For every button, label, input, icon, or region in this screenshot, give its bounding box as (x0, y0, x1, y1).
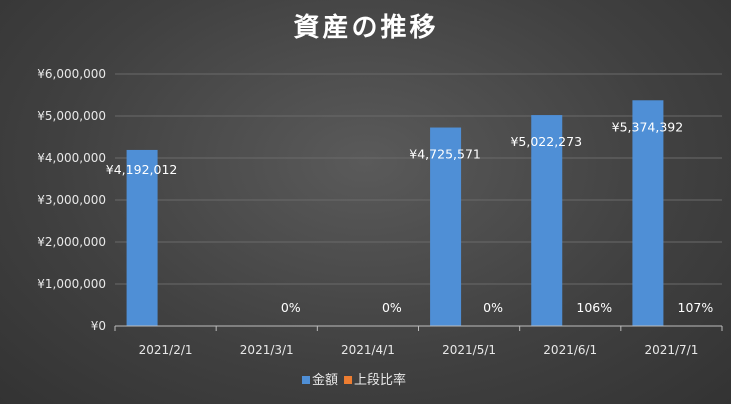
y-tick-label: ¥4,000,000 (37, 151, 106, 165)
gridlines (115, 73, 722, 285)
y-tick-label: ¥6,000,000 (37, 67, 106, 81)
y-axis-ticks: ¥0 ¥1,000,000 ¥2,000,000 ¥3,000,000 ¥4,000,0… (37, 67, 106, 333)
x-tick-label: 2021/6/1 (543, 343, 597, 357)
y-tick-label: ¥3,000,000 (37, 193, 106, 207)
data-label-ratio: 0% (382, 300, 402, 315)
chart-title: 資産の推移 (293, 12, 438, 43)
x-tick-label: 2021/4/1 (341, 343, 395, 357)
x-tick-label: 2021/7/1 (644, 343, 698, 357)
data-label-ratio: 0% (483, 300, 503, 315)
legend-label: 金額 (312, 372, 338, 388)
legend-label: 上段比率 (354, 372, 406, 388)
legend-swatch (302, 376, 310, 384)
data-label-ratio: 106% (576, 300, 612, 315)
data-label-amount: ¥5,022,273 (510, 134, 582, 149)
data-label-ratio: 0% (281, 300, 301, 315)
legend-swatch (344, 376, 353, 384)
bar-amount (126, 149, 158, 326)
data-labels: ¥4,192,012 ¥4,725,571 ¥5,022,273 ¥5,374,392… (106, 119, 714, 315)
y-tick-label: ¥1,000,000 (37, 277, 106, 291)
bar-amount (430, 127, 462, 326)
data-label-amount: ¥4,192,012 (106, 162, 178, 177)
x-tick-label: 2021/3/1 (240, 343, 294, 357)
x-axis (114, 325, 723, 331)
y-tick-label: ¥5,000,000 (37, 109, 106, 123)
legend: 金額 上段比率 (302, 372, 406, 388)
y-tick-label: ¥2,000,000 (37, 235, 106, 249)
x-axis-ticks: 2021/2/1 2021/3/1 2021/4/1 2021/5/1 2021/6/1… (139, 343, 699, 357)
y-tick-label: ¥0 (91, 319, 106, 333)
x-tick-label: 2021/5/1 (442, 343, 496, 357)
bar-amount (632, 100, 664, 326)
x-tick-label: 2021/2/1 (139, 343, 193, 357)
bar-amount (531, 115, 563, 326)
data-label-amount: ¥5,374,392 (612, 119, 684, 134)
bars (126, 100, 664, 326)
data-label-ratio: 107% (678, 300, 714, 315)
data-label-amount: ¥4,725,571 (409, 147, 481, 162)
